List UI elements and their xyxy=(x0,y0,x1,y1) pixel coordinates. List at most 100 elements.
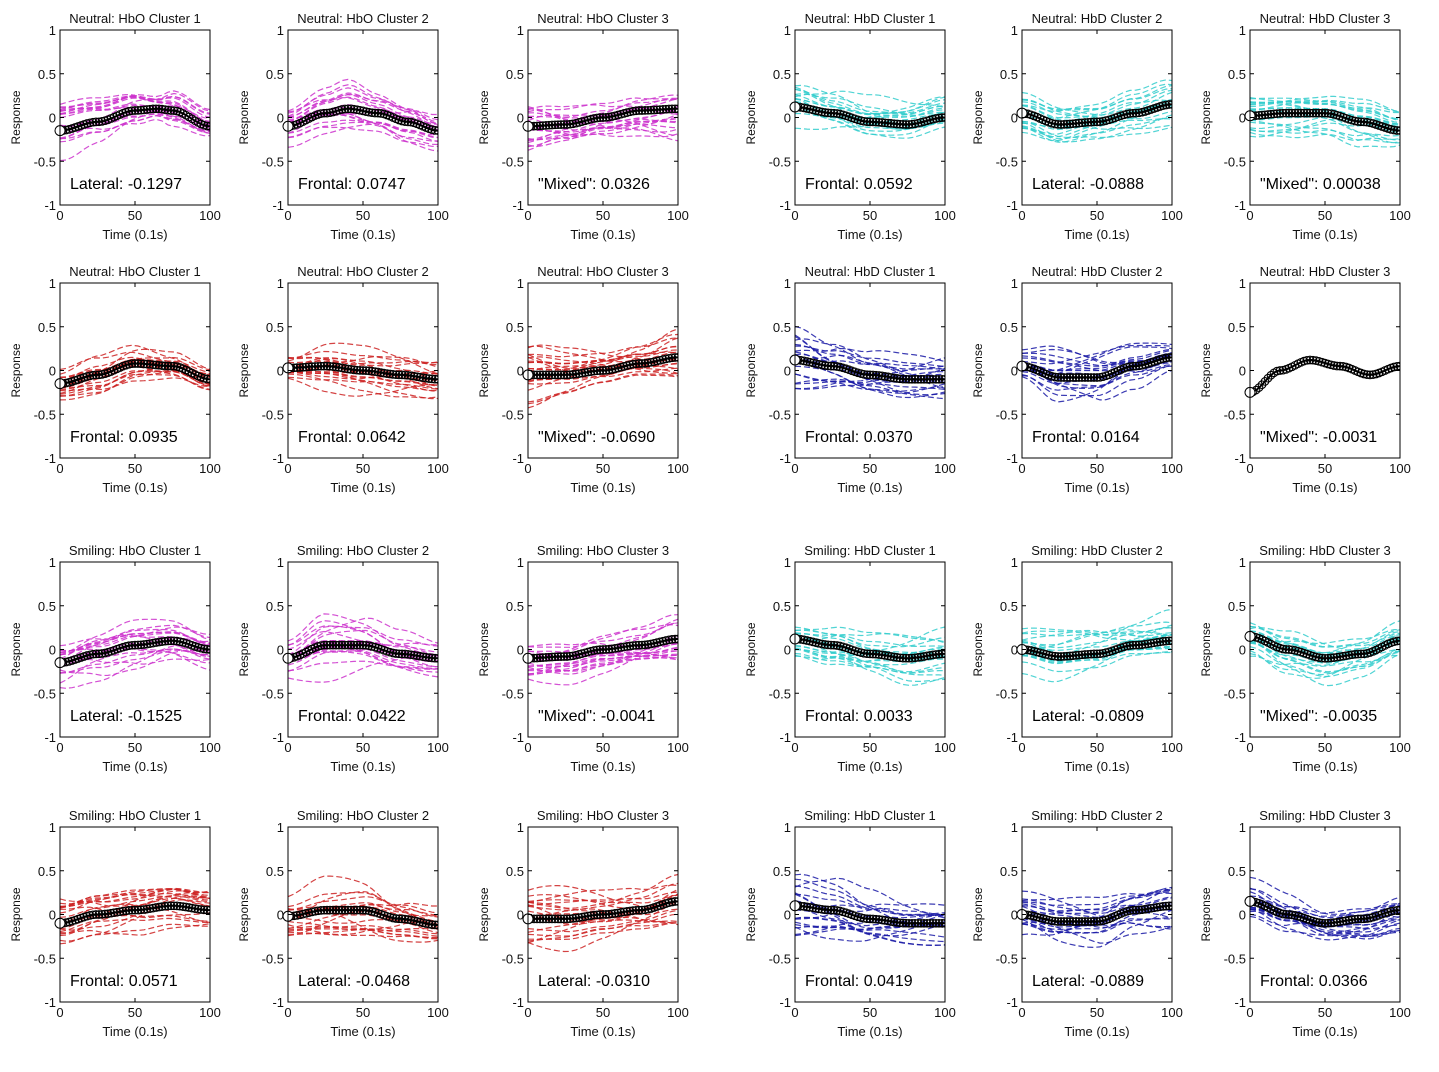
individual-curve xyxy=(528,650,678,667)
mean-marker xyxy=(823,640,833,650)
mean-marker xyxy=(427,920,437,929)
mean-marker xyxy=(430,653,438,663)
y-tick-label: 0.5 xyxy=(773,599,791,614)
mean-marker xyxy=(154,360,164,370)
mean-marker xyxy=(340,905,350,915)
mean-marker xyxy=(1077,373,1087,382)
mean-marker xyxy=(403,117,413,127)
mean-marker xyxy=(139,359,149,369)
mean-marker xyxy=(577,912,587,922)
mean-marker xyxy=(322,108,332,118)
y-tick-label: 0 xyxy=(1011,908,1018,923)
mean-marker xyxy=(124,359,134,369)
mean-marker xyxy=(154,104,164,114)
mean-marker xyxy=(349,905,359,915)
individual-curve xyxy=(528,909,678,933)
individual-curve xyxy=(288,895,438,914)
mean-marker xyxy=(1266,109,1276,119)
individual-curve xyxy=(795,901,945,908)
mean-marker xyxy=(349,104,359,114)
individual-curves xyxy=(1250,876,1400,941)
mean-marker xyxy=(1077,917,1087,926)
individual-curve xyxy=(795,343,945,370)
chart-panel: Neutral: HbD Cluster 210.50-0.5-10 50 100T… xyxy=(971,11,1183,242)
mean-marker xyxy=(937,113,945,122)
individual-curve xyxy=(528,891,678,907)
y-axis-label: Response xyxy=(9,622,23,676)
y-tick-label: -1 xyxy=(272,995,284,1010)
mean-marker xyxy=(1260,110,1270,120)
y-tick-label: -0.5 xyxy=(769,951,791,966)
mean-marker xyxy=(1095,916,1105,926)
y-tick-label: 0.5 xyxy=(1000,864,1018,879)
y-axis-label: Response xyxy=(744,887,758,941)
correlation-annotation: Frontal: 0.0164 xyxy=(1032,429,1140,446)
x-axis-label: Time (0.1s) xyxy=(570,480,635,495)
x-axis-label: Time (0.1s) xyxy=(837,480,902,495)
mean-marker xyxy=(340,364,350,373)
y-tick-label: 0 xyxy=(1011,364,1018,379)
mean-marker xyxy=(1137,905,1147,915)
mean-marker xyxy=(820,361,830,370)
mean-marker xyxy=(562,914,572,924)
individual-curve xyxy=(60,365,210,389)
mean-marker xyxy=(343,364,353,374)
mean-marker xyxy=(1083,917,1093,926)
y-tick-label: 0.5 xyxy=(506,67,524,82)
mean-marker xyxy=(199,644,209,654)
mean-marker xyxy=(1059,917,1069,926)
individual-curve xyxy=(60,110,210,140)
individual-curve xyxy=(1250,110,1400,141)
mean-marker xyxy=(601,910,611,919)
individual-curve xyxy=(60,888,210,908)
individual-curve xyxy=(60,95,210,123)
x-tick-label: 100 xyxy=(199,1005,221,1020)
mean-marker xyxy=(1332,652,1342,662)
y-tick-label: -1 xyxy=(272,198,284,213)
mean-marker xyxy=(1317,108,1327,118)
mean-marker xyxy=(1284,645,1294,654)
x-tick-label: 50 xyxy=(863,1005,877,1020)
mean-marker xyxy=(631,359,641,369)
x-axis-label: Time (0.1s) xyxy=(837,759,902,774)
mean-marker xyxy=(1077,650,1087,660)
y-tick-label: 0.5 xyxy=(38,599,56,614)
mean-marker xyxy=(868,914,878,924)
correlation-annotation: Frontal: 0.0747 xyxy=(298,176,406,193)
mean-marker xyxy=(673,897,678,906)
mean-marker xyxy=(145,904,155,913)
mean-marker xyxy=(97,649,107,658)
individual-curve xyxy=(528,337,678,358)
mean-marker xyxy=(1068,373,1078,382)
mean-marker xyxy=(1254,383,1264,392)
y-tick-label: 0.5 xyxy=(506,864,524,879)
mean-marker xyxy=(820,108,830,117)
y-tick-label: 0.5 xyxy=(773,864,791,879)
individual-curve xyxy=(288,650,438,678)
y-tick-label: 1 xyxy=(277,820,284,835)
x-tick-label: 0 xyxy=(1018,740,1025,755)
mean-marker xyxy=(895,653,905,663)
x-tick-label: 50 xyxy=(596,208,610,223)
individual-curve xyxy=(528,657,678,675)
mean-marker xyxy=(661,354,671,364)
mean-marker xyxy=(1389,362,1399,372)
mean-marker xyxy=(313,361,323,371)
mean-marker xyxy=(829,905,839,915)
mean-marker xyxy=(1329,653,1339,662)
individual-curve xyxy=(1022,889,1172,906)
mean-marker xyxy=(397,914,407,924)
mean-marker xyxy=(1074,373,1084,382)
x-tick-label: 100 xyxy=(1161,740,1183,755)
chart-title: Neutral: HbD Cluster 1 xyxy=(805,11,936,26)
individual-curve xyxy=(795,921,945,931)
mean-marker xyxy=(1134,108,1144,118)
mean-marker xyxy=(559,914,569,924)
individual-curve xyxy=(288,904,438,916)
y-tick-label: 1 xyxy=(1011,555,1018,570)
individual-curve xyxy=(288,368,438,400)
mean-line xyxy=(1250,635,1400,660)
individual-curve xyxy=(528,374,678,403)
mean-marker xyxy=(433,920,438,930)
mean-marker xyxy=(1053,120,1063,129)
